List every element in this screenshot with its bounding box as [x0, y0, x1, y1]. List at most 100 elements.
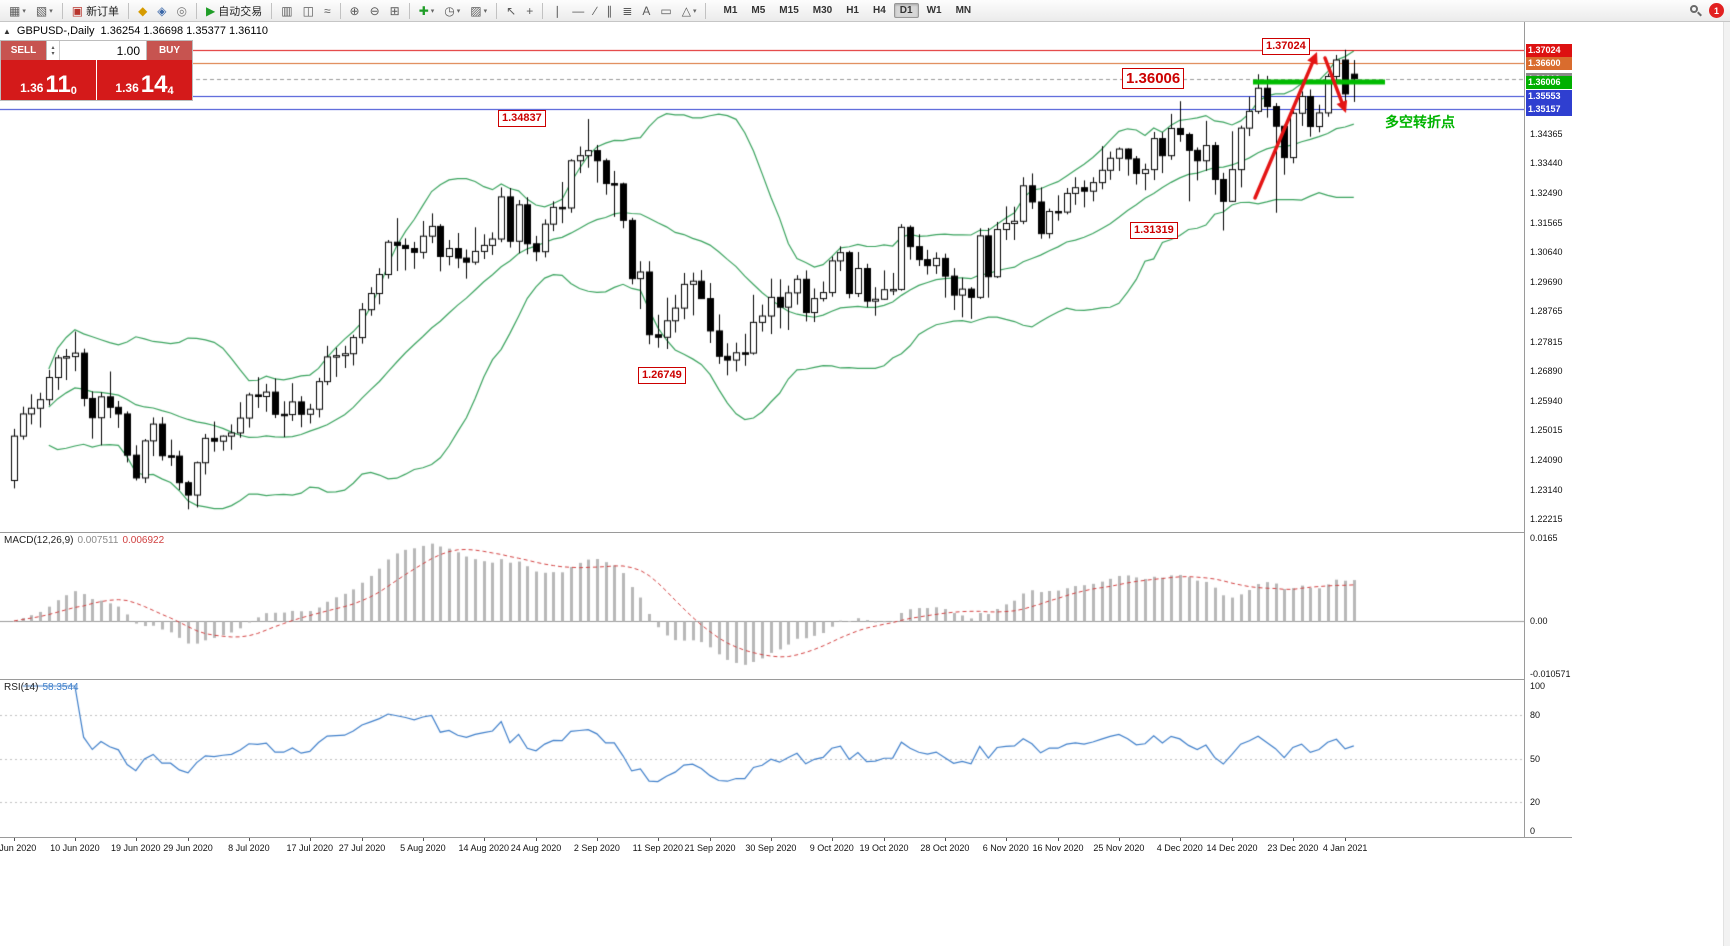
toolbar-button-new-chart[interactable]: ▦ ▾	[5, 2, 30, 20]
timeframe-button-m5[interactable]: M5	[751, 5, 766, 16]
time-tick	[1005, 838, 1007, 841]
timeframe-button-m1[interactable]: M1	[723, 5, 738, 16]
time-label: 19 Jun 2020	[111, 843, 161, 853]
price-callout[interactable]: 1.37024	[1262, 38, 1310, 55]
auto-trading-label: 自动交易	[218, 5, 263, 18]
price-callout[interactable]: 1.36006	[1122, 68, 1185, 89]
panel-separator-macd[interactable]	[0, 532, 1572, 533]
price-tick: 1.34365	[1530, 129, 1563, 139]
rsi-canvas[interactable]	[0, 680, 1524, 837]
time-label: 6 Nov 2020	[982, 843, 1029, 853]
turning-point-note[interactable]: 多空转折点	[1385, 114, 1455, 130]
toolbar-button-navigator[interactable]: ◎	[173, 2, 191, 20]
sell-price-base: 1.36	[20, 81, 44, 95]
spinner-up-icon[interactable]: ▴	[51, 44, 55, 51]
toolbar-button-vertical-line-tool[interactable]: ❘	[548, 2, 566, 20]
toolbar-button-shapes-tool[interactable]: △ ▾	[678, 2, 701, 20]
toolbar-button-zoom-out[interactable]: ⊖	[366, 2, 384, 20]
sell-price[interactable]: 1.36 11 0	[1, 60, 96, 100]
buy-price[interactable]: 1.36 14 4	[97, 60, 192, 100]
toolbar-right: 1	[1688, 3, 1726, 18]
toolbar-button-fibonacci-tool[interactable]: ≣	[618, 2, 636, 20]
price-callout[interactable]: 1.26749	[638, 367, 686, 384]
time-label: 4 Dec 2020	[1156, 843, 1203, 853]
price-tick: 1.32490	[1530, 188, 1563, 199]
time-label: 25 Nov 2020	[1093, 843, 1145, 853]
search-icon[interactable]	[1688, 3, 1703, 18]
toolbar-button-market-watch[interactable]: ◆	[134, 2, 151, 20]
channel-tool-icon: ∥	[606, 3, 613, 18]
time-label: 11 Sep 2020	[632, 843, 683, 853]
toolbar-separator	[196, 2, 198, 19]
toolbar-button-new-order[interactable]: ▣ 新订单	[68, 2, 123, 20]
chevron-down-icon: ▾	[692, 7, 697, 15]
rsi-value: 58.3544	[42, 682, 79, 693]
price-tick: 1.22215	[1530, 513, 1563, 524]
price-label-1_37024: 1.37024	[1526, 43, 1572, 57]
toolbar-button-bar-chart-mode[interactable]: ▥	[277, 2, 296, 20]
toolbar-button-indicators-add[interactable]: ✚ ▾	[415, 2, 439, 20]
toolbar-button-data-window[interactable]: ◈	[153, 2, 170, 20]
toolbar-button-candlestick-mode[interactable]: ◫	[299, 2, 318, 20]
time-label: 23 Dec 2020	[1267, 843, 1319, 853]
toolbar-button-crosshair-tool[interactable]: +	[522, 2, 537, 20]
time-label: 5 Aug 2020	[400, 843, 446, 853]
crosshair-tool-icon: +	[526, 3, 534, 18]
one-click-collapse-icon[interactable]: ▲	[3, 26, 11, 36]
toolbar-button-templates[interactable]: ▨ ▾	[466, 2, 491, 20]
volume-control: ▴ ▾	[46, 41, 147, 60]
price-callout[interactable]: 1.34837	[498, 110, 546, 127]
time-label: 8 Jul 2020	[228, 843, 270, 853]
price-label-1_35157: 1.35157	[1526, 102, 1572, 116]
toolbar-button-chart-profiles[interactable]: ▧ ▾	[32, 2, 57, 20]
toolbar-button-horizontal-line-tool[interactable]: —	[568, 2, 588, 20]
main-chart-canvas[interactable]	[0, 22, 1524, 532]
toolbar-button-tile-windows[interactable]: ⊞	[386, 2, 404, 20]
time-label: 14 Aug 2020	[458, 843, 510, 853]
toolbar-button-auto-trading[interactable]: ▶ 自动交易	[202, 2, 266, 20]
window-scrollbar[interactable]	[1723, 22, 1730, 946]
price-label-1_36006: 1.36006	[1526, 76, 1572, 89]
spinner-down-icon[interactable]: ▾	[51, 50, 55, 57]
timeframe-button-w1[interactable]: W1	[926, 5, 942, 16]
sell-button[interactable]: SELL	[1, 41, 46, 60]
timeframe-button-m15[interactable]: M15	[779, 5, 799, 16]
text-tool-icon: A	[642, 3, 651, 18]
time-label: 9 Oct 2020	[809, 843, 854, 853]
toolbar-separator	[408, 2, 410, 19]
notification-badge[interactable]: 1	[1709, 3, 1724, 18]
timeframe-button-mn[interactable]: MN	[955, 5, 972, 16]
rsi-axis-label: 20	[1530, 797, 1541, 807]
price-callout[interactable]: 1.31319	[1130, 222, 1178, 239]
buy-button[interactable]: BUY	[147, 41, 192, 60]
toolbar-button-text-tool[interactable]: A	[638, 2, 654, 20]
toolbar-button-periods[interactable]: ◷ ▾	[440, 2, 464, 20]
toolbar-button-label-tool[interactable]: ▭	[656, 2, 675, 20]
toolbar-button-channel-tool[interactable]: ∥	[602, 2, 616, 20]
volume-spinner[interactable]: ▴ ▾	[47, 41, 60, 60]
panel-separator-rsi[interactable]	[0, 679, 1572, 680]
toolbar-button-trendline-tool[interactable]: ∕	[590, 2, 600, 20]
timeframe-button-m30[interactable]: M30	[812, 5, 833, 16]
toolbar-button-cursor-tool[interactable]: ↖	[502, 2, 520, 20]
toolbar-button-line-chart-mode[interactable]: ≈	[320, 2, 335, 20]
fibonacci-tool-icon: ≣	[622, 3, 633, 18]
buy-price-sup: 4	[167, 85, 174, 97]
timeframe-button-h1[interactable]: H1	[846, 5, 859, 16]
timeframe-button-h4[interactable]: H4	[873, 5, 886, 16]
search-icon-tail	[1697, 11, 1702, 17]
chevron-down-icon: ▾	[456, 7, 461, 15]
macd-canvas[interactable]	[0, 533, 1524, 679]
volume-input[interactable]	[60, 41, 146, 60]
price-tick: 1.30640	[1530, 247, 1563, 258]
time-label: 30 Sep 2020	[745, 843, 797, 853]
toolbar-button-zoom-in[interactable]: ⊕	[346, 2, 364, 20]
zoom-out-icon: ⊖	[369, 3, 380, 18]
timeframe-button-d1[interactable]: D1	[893, 3, 919, 18]
toolbar-groups: ▦ ▾ ▧ ▾ ▣ 新订单 ◆ ◈ ◎ ▶ 自动交易 ▥ ◫ ≈ ⊕ ⊖ ⊞ ✚ ▾ ◷ ▾ ▨ ▾ ↖ + ❘ — ∕ ∥ ≣ A ▭ △ ▾	[4, 2, 701, 20]
price-axis[interactable]: 1.34365 1.33440 1.32490 1.31565 1.30640 1.296…	[1524, 22, 1572, 837]
time-tick	[188, 838, 189, 841]
